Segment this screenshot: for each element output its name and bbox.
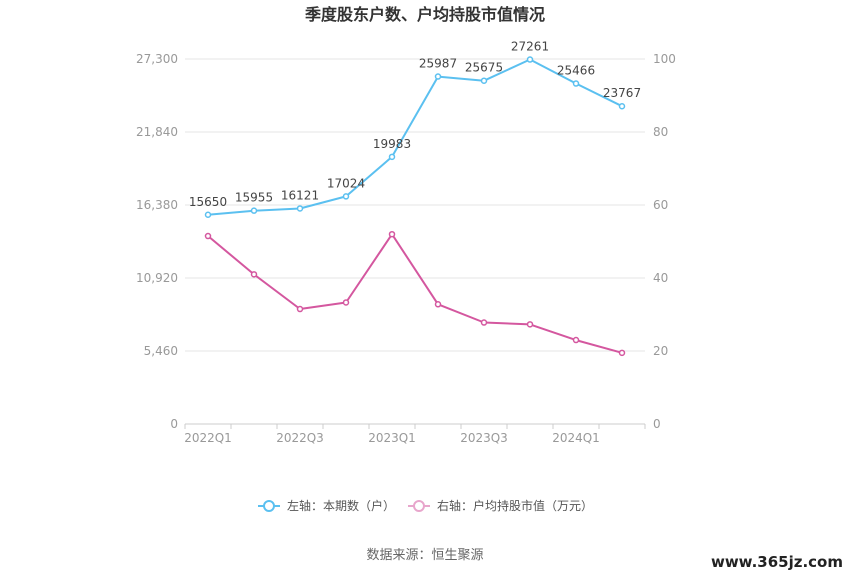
watermark: www.365jz.com (711, 553, 843, 571)
chart-title: 季度股东户数、户均持股市值情况 (304, 5, 545, 24)
data-point (296, 205, 304, 212)
data-point (480, 319, 488, 326)
left-tick-label: 16,380 (136, 198, 178, 212)
x-tick-label: 2023Q1 (368, 431, 416, 445)
data-label: 25675 (465, 61, 503, 75)
data-label: 17024 (327, 176, 365, 190)
legend-marker-right (413, 500, 425, 512)
left-axis-ticks: 0 5,460 10,920 16,380 21,840 27,300 (136, 52, 178, 431)
legend-item-right[interactable]: 右轴：户均持股市值（万元） (408, 498, 593, 513)
left-tick-label: 5,460 (144, 344, 178, 358)
data-label: 19983 (373, 137, 411, 151)
right-tick-label: 80 (653, 125, 668, 139)
data-point (388, 153, 396, 161)
left-tick-label: 27,300 (136, 52, 178, 66)
data-point (572, 80, 580, 87)
right-tick-label: 40 (653, 271, 668, 285)
source-note: 数据来源：恒生聚源 (366, 548, 483, 563)
right-tick-label: 20 (653, 344, 668, 358)
data-label: 15955 (235, 191, 273, 205)
data-label: 25987 (419, 57, 457, 71)
data-point (388, 230, 396, 238)
data-label: 15650 (189, 195, 227, 209)
right-axis-ticks: 0 20 40 60 80 100 (653, 52, 676, 431)
series-line-left (207, 58, 623, 216)
right-tick-label: 0 (653, 417, 661, 431)
legend-item-left[interactable]: 左轴：本期数（户） (258, 498, 395, 513)
data-point (434, 73, 442, 80)
data-label: 27261 (511, 40, 549, 54)
x-tick-label: 2024Q1 (552, 431, 600, 445)
left-tick-label: 0 (170, 417, 178, 431)
left-tick-label: 21,840 (136, 125, 178, 139)
data-point (250, 271, 258, 278)
legend-marker-left (263, 500, 275, 512)
data-point (204, 211, 212, 219)
legend-label-right: 右轴：户均持股市值（万元） (437, 498, 593, 513)
data-point (296, 305, 304, 313)
series-line-right (207, 233, 623, 354)
data-point (618, 349, 626, 357)
data-point (480, 77, 488, 84)
x-axis: 2022Q1 2022Q3 2023Q1 2023Q3 2024Q1 (184, 423, 646, 445)
data-point (618, 102, 626, 110)
x-tick-label: 2023Q3 (460, 431, 508, 445)
data-point (204, 232, 212, 240)
legend-label-left: 左轴：本期数（户） (287, 498, 395, 513)
series-layer: 15650 15955 16121 17024 19983 25987 25675 27261… (189, 40, 641, 357)
data-point (526, 321, 534, 328)
x-tick-label: 2022Q1 (184, 431, 232, 445)
data-point (572, 336, 580, 344)
legend[interactable]: 左轴：本期数（户） 右轴：户均持股市值（万元） (258, 498, 593, 513)
data-point (342, 193, 350, 200)
right-tick-label: 100 (653, 52, 676, 66)
data-label: 23767 (603, 86, 641, 100)
data-label: 25466 (557, 64, 595, 78)
data-point (342, 299, 350, 306)
data-point (250, 207, 258, 214)
data-point (526, 56, 534, 63)
data-point (434, 301, 442, 308)
right-tick-label: 60 (653, 198, 668, 212)
left-tick-label: 10,920 (136, 271, 178, 285)
grid-lines (185, 58, 645, 352)
x-tick-label: 2022Q3 (276, 431, 324, 445)
data-label: 16121 (281, 188, 319, 202)
